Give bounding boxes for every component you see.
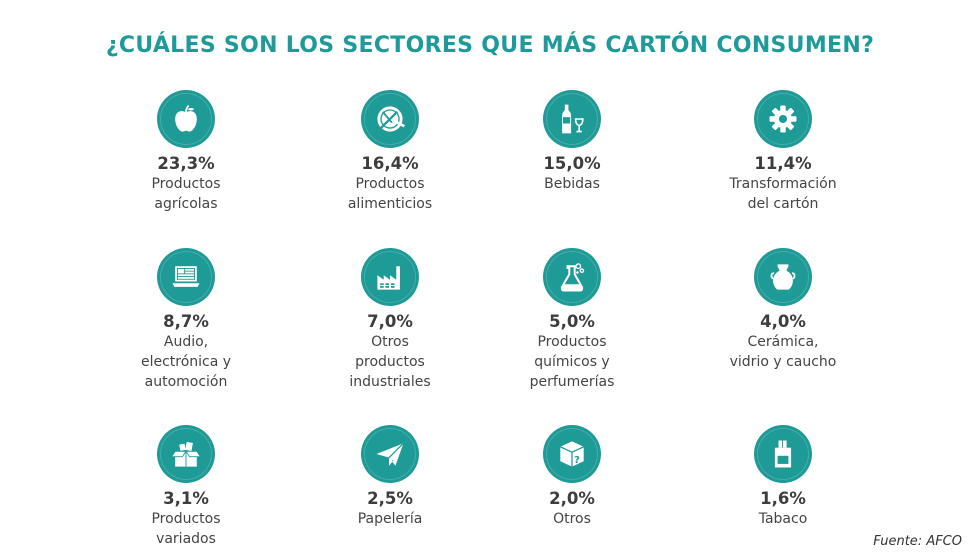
sector-percent: 11,4%	[754, 154, 812, 173]
sector-percent: 16,4%	[361, 154, 419, 173]
sector-item: 5,0% Productos químicos y perfumerías	[472, 248, 672, 392]
sector-item: 16,4% Productos alimenticios	[290, 90, 490, 214]
sector-percent: 3,1%	[163, 489, 209, 508]
sector-percent: 4,0%	[760, 312, 806, 331]
sector-percent: 2,5%	[367, 489, 413, 508]
sector-percent: 15,0%	[543, 154, 601, 173]
sector-item: 1,6% Tabaco	[683, 425, 883, 529]
sector-label: Productos variados	[151, 511, 221, 547]
sector-item: 15,0% Bebidas	[472, 90, 672, 194]
apple-icon	[157, 90, 215, 148]
sector-label: Audio, electrónica y automoción	[140, 334, 232, 390]
sector-percent: 23,3%	[157, 154, 215, 173]
factory-icon	[361, 248, 419, 306]
sector-item: 23,3% Productos agrícolas	[86, 90, 286, 214]
paper-plane-icon	[361, 425, 419, 483]
sector-item: ? 2,0% Otros	[472, 425, 672, 529]
sector-percent: 8,7%	[163, 312, 209, 331]
sector-percent: 1,6%	[760, 489, 806, 508]
sector-label: Otros	[553, 511, 591, 527]
source-note: Fuente: AFCO	[873, 534, 962, 549]
sector-label: Productos alimenticios	[347, 176, 433, 212]
sector-item: 11,4% Transformación del cartón	[683, 90, 883, 214]
bottle-glass-icon	[543, 90, 601, 148]
question-box-icon: ?	[543, 425, 601, 483]
sector-item: 2,5% Papelería	[290, 425, 490, 529]
sector-percent: 5,0%	[549, 312, 595, 331]
sector-label: Transformación del cartón	[729, 176, 837, 212]
sector-percent: 2,0%	[549, 489, 595, 508]
sector-item: 8,7% Audio, electrónica y automoción	[86, 248, 286, 392]
laptop-icon	[157, 248, 215, 306]
sector-item: 4,0% Cerámica, vidrio y caucho	[683, 248, 883, 372]
sector-label: Productos agrícolas	[151, 176, 221, 212]
svg-text:?: ?	[574, 455, 580, 466]
sector-label: Cerámica, vidrio y caucho	[729, 334, 837, 370]
vase-icon	[754, 248, 812, 306]
sector-label: Papelería	[357, 511, 423, 527]
plate-cutlery-icon	[361, 90, 419, 148]
sector-label: Tabaco	[758, 511, 808, 527]
sector-label: Bebidas	[544, 176, 600, 192]
open-box-icon	[157, 425, 215, 483]
sector-percent: 7,0%	[367, 312, 413, 331]
cigarette-pack-icon	[754, 425, 812, 483]
sector-item: 3,1% Productos variados	[86, 425, 286, 549]
sector-item: 7,0% Otros productos industriales	[290, 248, 490, 392]
flask-icon	[543, 248, 601, 306]
gear-icon	[754, 90, 812, 148]
sector-label: Productos químicos y perfumerías	[529, 334, 615, 390]
page-title: ¿CUÁLES SON LOS SECTORES QUE MÁS CARTÓN …	[105, 33, 875, 58]
sector-label: Otros productos industriales	[349, 334, 431, 390]
